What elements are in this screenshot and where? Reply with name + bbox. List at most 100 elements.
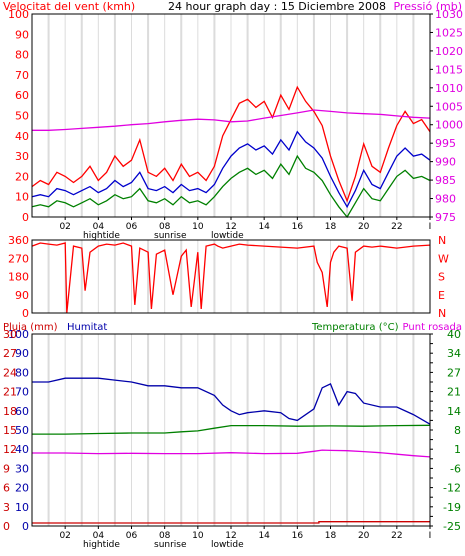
x-tick-label: 08 [159,531,171,541]
x-tick-label: 10 [192,531,204,541]
humidity-axis-label: Humitat [67,322,107,333]
temp-tick-label: 40 [447,328,461,341]
dir-grid [47,240,431,313]
left-axis-label: Velocitat del vent (kmh) [3,0,135,13]
rain-tick-label: 3 [3,501,10,514]
x-tick-label: 12 [225,222,236,232]
pressure-line [32,109,431,131]
temp-tick-label: -12 [443,482,461,495]
bottom-series [32,377,431,524]
top-x-axis: 02 04 06 08 10 12 14 16 18 20 22 I [59,217,431,232]
dir-right-tick-label: S [438,271,445,284]
right-tick-label: 995 [435,137,456,150]
left-tick-label: 30 [15,150,29,163]
humidity-tick-label: 100 [8,328,29,341]
rain-tick-label: 24 [3,366,17,379]
left-tick-label: 20 [15,170,29,183]
bottom-right-axis: -25 -19 -12 -6 1 8 14 21 27 34 40 [430,328,461,533]
left-tick-label: 70 [15,69,29,82]
dewpoint-line [32,449,431,458]
dir-left-tick-label: 0 [22,307,29,320]
lowtide-label-top: lowtide [211,231,244,241]
humidity-tick-label: 60 [15,405,29,418]
left-tick-label: 90 [15,28,29,41]
humidity-tick-label: 50 [15,424,29,437]
x-tick-label: I [429,222,432,232]
rain-tick-label: 12 [3,443,17,456]
rain-tick-label: 15 [3,424,17,437]
top-series [31,85,431,219]
rain-tick-label: 27 [3,347,17,360]
wind-min-line [31,154,431,219]
temp-tick-label: 21 [447,386,461,399]
humidity-tick-label: 70 [15,386,29,399]
humidity-tick-label: 0 [22,520,29,533]
x-tick-label: 14 [258,531,270,541]
x-tick-label: 14 [258,222,270,232]
x-tick-label: 04 [93,222,105,232]
wind-pressure-chart: Velocitat del vent (kmh) 24 hour graph d… [3,0,463,241]
x-tick-label: 18 [325,531,337,541]
x-tick-label: 06 [126,222,138,232]
dir-series [31,242,431,314]
temp-tick-label: 27 [447,366,461,379]
temp-tick-label: 34 [447,347,461,360]
left-tick-label: 60 [15,89,29,102]
dir-plot-frame [31,239,431,314]
temp-tick-label: -19 [443,501,461,514]
bottom-x-axis: 02 04 06 08 10 12 14 16 18 20 22 I [59,526,431,541]
hightide-label-top: hightide [83,231,120,241]
bottom-grid [47,334,431,526]
bottom-plot-frame [31,333,431,527]
top-plot-frame [31,13,431,218]
x-tick-label: 04 [93,531,105,541]
temperature-axis-label: Temperatura (°C) [311,322,399,333]
humidity-tick-label: 10 [15,501,29,514]
humidity-tick-label: 90 [15,347,29,360]
temp-tick-label: -6 [450,462,461,475]
sunrise-label-bottom: sunrise [154,540,187,550]
temp-tick-label: 1 [454,443,461,456]
right-tick-label: 975 [435,211,456,224]
x-tick-label: 02 [59,222,70,232]
humidity-tick-label: 40 [15,443,29,456]
x-tick-label: 20 [358,531,370,541]
x-tick-label: 16 [292,222,304,232]
hightide-label-bottom: hightide [83,540,120,550]
dir-left-tick-label: 270 [8,252,29,265]
x-tick-label: 22 [391,531,402,541]
humidity-tick-label: 30 [15,462,29,475]
x-tick-label: 06 [126,531,138,541]
humidity-temp-chart: Pluja (mm) Humitat Temperatura (°C) Punt… [3,322,462,550]
x-tick-label: 16 [292,531,304,541]
wind-direction-line [31,242,431,314]
temp-tick-label: 8 [454,424,461,437]
left-tick-label: 50 [15,110,29,123]
x-tick-label: 10 [192,222,204,232]
rain-tick-label: 9 [3,462,10,475]
sunrise-label-top: sunrise [154,231,187,241]
x-tick-label: 20 [358,222,370,232]
right-tick-label: 985 [435,174,456,187]
left-tick-label: 80 [15,49,29,62]
humidity-line [32,377,431,425]
left-tick-label: 0 [22,211,29,224]
dir-right-tick-label: N [438,234,446,247]
x-tick-label: 08 [159,222,171,232]
temp-tick-label: 14 [447,405,461,418]
top-left-axis: 0 10 20 30 40 50 60 70 80 90 100 [8,8,29,224]
wind-gust-line [31,85,431,203]
humidity-tick-label: 20 [15,482,29,495]
dir-right-tick-label: E [438,289,445,302]
dir-left-tick-label: 90 [15,289,29,302]
dewpoint-axis-label: Punt rosada [403,322,462,333]
rain-axis-label: Pluja (mm) [3,322,58,333]
dir-left-tick-label: 180 [8,271,29,284]
rain-tick-label: 30 [3,328,17,341]
right-tick-label: 1015 [435,63,463,76]
chart-title: 24 hour graph day : 15 Diciembre 2008 [168,0,386,13]
dir-right-tick-label: N [438,307,446,320]
dir-right-tick-label: W [438,252,449,265]
